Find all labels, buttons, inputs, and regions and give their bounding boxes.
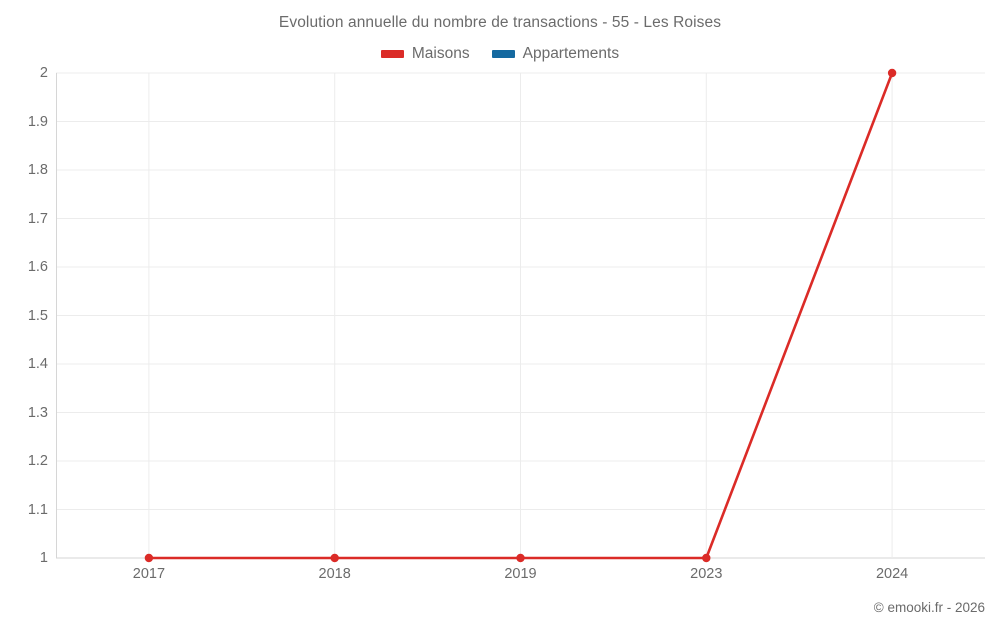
y-axis-tick-label: 1.1 [27,501,48,518]
legend-item-maisons[interactable]: Maisons [380,45,470,63]
data-point-maisons[interactable] [330,553,339,563]
x-axis-tick-label: 2018 [318,566,351,582]
x-axis-tick-label: 2019 [504,566,537,582]
x-axis-tick-label: 2017 [132,566,166,582]
plot-area [56,68,985,563]
chart-credit: © emooki.fr - 2026 [873,600,985,615]
x-axis-tick-label: 2024 [875,566,909,582]
chart-legend: Maisons Appartements [0,45,1000,63]
data-point-maisons[interactable] [516,553,525,563]
chart-title: Evolution annuelle du nombre de transact… [278,14,722,31]
y-axis-tick-label: 1.2 [27,453,48,469]
x-axis-tick-label: 2023 [690,566,723,582]
y-axis-tick-labels: 2 1.9 1.8 1.7 1.6 1.5 1.4 1.3 1.2 1.1 1 [0,65,48,566]
plot-svg [56,68,985,563]
legend-label-maisons: Maisons [411,45,470,62]
y-axis-tick-label: 1.7 [27,210,48,227]
y-axis-tick-label: 1.4 [27,356,48,372]
data-point-maisons[interactable] [887,68,897,78]
legend-swatch-appartements-icon [491,50,515,58]
data-point-maisons[interactable] [702,553,711,563]
y-axis-tick-label: 1.9 [27,113,48,130]
y-axis-tick-label: 1.5 [27,307,48,324]
y-axis-tick-label: 1.3 [27,404,48,421]
y-axis-tick-label: 2 [39,65,48,81]
legend-swatch-maisons-icon [380,50,404,58]
data-point-maisons[interactable] [144,553,154,563]
y-axis-tick-label: 1.8 [27,162,48,178]
legend-label-appartements: Appartements [522,45,620,62]
y-axis-tick-label: 1.6 [27,259,48,275]
x-axis-tick-labels: 2017 2018 2019 2023 2024 [56,566,985,588]
y-axis-tick-label: 1 [39,550,48,566]
legend-item-appartements[interactable]: Appartements [491,45,620,63]
